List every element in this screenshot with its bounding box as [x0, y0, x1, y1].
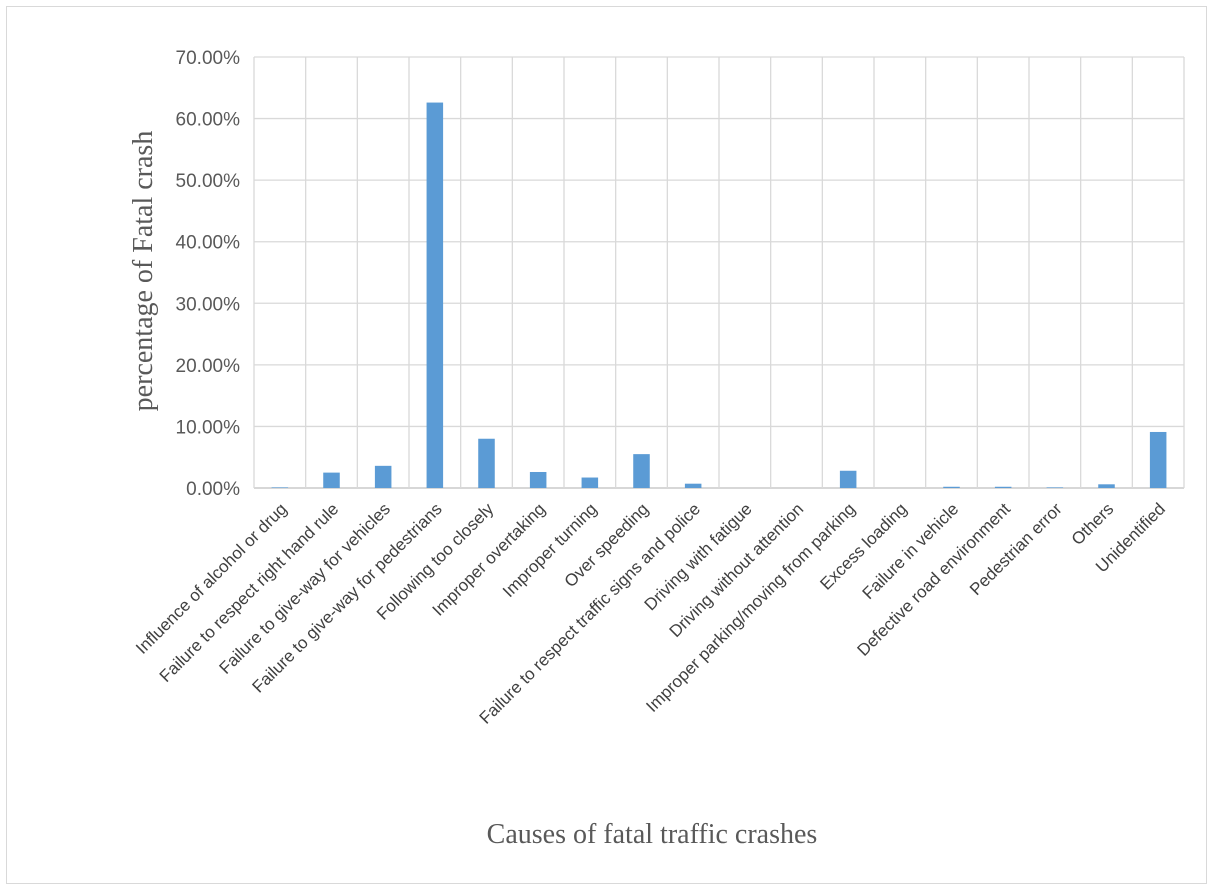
bars — [271, 102, 1167, 488]
x-category-label: Failure in vehicle — [859, 499, 963, 603]
bar — [581, 477, 599, 488]
x-category-label: Pedestrian error — [966, 499, 1066, 599]
x-axis-title: Causes of fatal traffic crashes — [487, 819, 818, 850]
y-tick-label: 50.00% — [176, 171, 241, 192]
bar-chart: 0.00% 10.00% 20.00% 30.00% 40.00% 50.00% 60.00… — [128, 48, 1185, 850]
y-tick-label: 20.00% — [176, 356, 241, 377]
gridlines — [253, 56, 1185, 489]
chart-frame: 0.00% 10.00% 20.00% 30.00% 40.00% 50.00% 60.00… — [6, 6, 1207, 884]
y-axis-title: percentage of Fatal crash — [128, 131, 159, 412]
bar — [1046, 487, 1064, 488]
x-category-label: Others — [1068, 499, 1118, 549]
bar — [633, 454, 650, 488]
bar — [1098, 484, 1115, 488]
bar — [684, 483, 702, 488]
x-category-label: Failure to give-way for pedestrians — [248, 499, 445, 696]
bar — [323, 472, 340, 488]
y-tick-label: 10.00% — [176, 417, 241, 438]
bar — [1149, 431, 1167, 488]
y-tick-label: 40.00% — [176, 233, 241, 254]
y-tick-label: 70.00% — [176, 48, 241, 69]
bar — [994, 486, 1012, 488]
y-tick-labels: 0.00% 10.00% 20.00% 30.00% 40.00% 50.00% 60.00… — [176, 48, 241, 500]
y-tick-label: 60.00% — [176, 110, 241, 131]
y-tick-label: 30.00% — [176, 294, 241, 315]
bar — [943, 486, 960, 488]
bar — [839, 470, 857, 488]
bar — [529, 471, 547, 488]
bar — [374, 465, 392, 488]
y-tick-label: 0.00% — [186, 479, 240, 500]
bar — [478, 438, 495, 488]
x-category-label: Improper turning — [499, 499, 601, 601]
bar — [426, 102, 444, 488]
bar — [271, 487, 289, 488]
